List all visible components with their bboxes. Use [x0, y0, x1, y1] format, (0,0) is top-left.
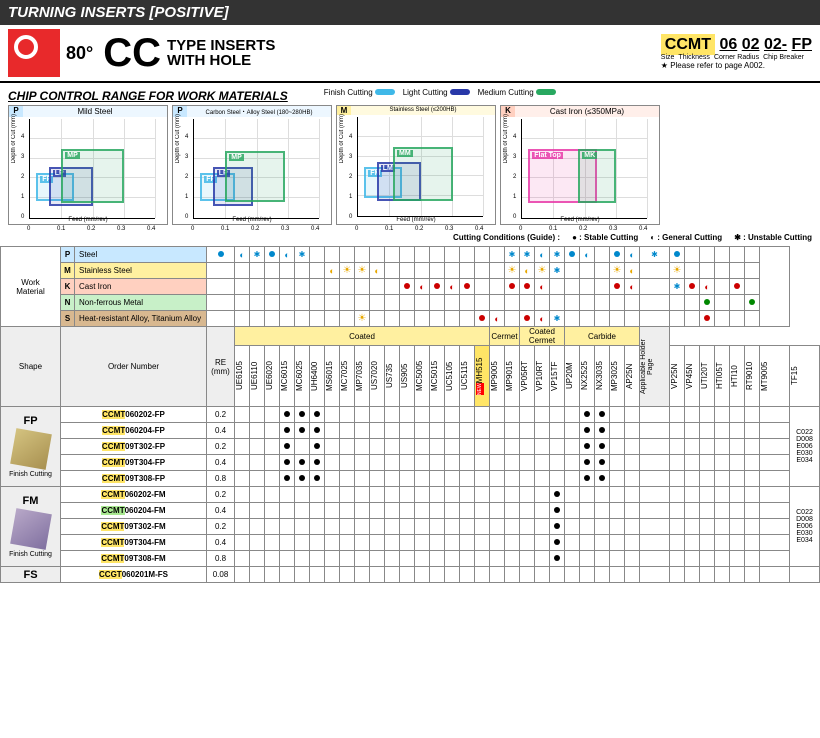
table-row: CCMT060204-FM0.4 — [1, 503, 820, 519]
order-number: CCMT060204-FP — [61, 423, 207, 439]
table-row: FPFinish CuttingCCMT060202-FP0.2C022D008… — [1, 407, 820, 423]
order-number: CCMT09T304-FP — [61, 455, 207, 471]
page-header: TURNING INSERTS [POSITIVE] — [0, 0, 820, 25]
table-row: CCMT09T308-FP0.8 — [1, 471, 820, 487]
insert-shape-icon — [10, 428, 52, 470]
order-number: CCMT09T302-FM — [61, 519, 207, 535]
order-number: CCMT060204-FM — [61, 503, 207, 519]
type-text: TYPE INSERTS WITH HOLE — [167, 38, 275, 68]
code-box: CCMT 06 02 02- FP SizeThicknessCorner Ra… — [661, 36, 812, 70]
order-number: CCMT060202-FP — [61, 407, 207, 423]
chip-control-title: CHIP CONTROL RANGE FOR WORK MATERIALS — [0, 83, 296, 105]
chart-P: PCarbon Steel・Alloy Steel (180~280HB) De… — [172, 105, 332, 225]
chart-P: PMild Steel Depth of Cut (mm)01234 FPLPM… — [8, 105, 168, 225]
order-number: CCMT09T302-FP — [61, 439, 207, 455]
table-row: CCMT09T302-FM0.2 — [1, 519, 820, 535]
cc-label: CC — [103, 31, 161, 76]
logo-icon — [8, 29, 60, 77]
conditions-legend: Cutting Conditions (Guide) : ● : Stable … — [0, 233, 820, 246]
insert-table: WorkMaterialPSteel◐✱◐✱✱✱◐✱◐◐✱MStainless … — [0, 246, 820, 583]
order-number: CCMT09T308-FM — [61, 551, 207, 567]
chart-M: MStainless Steel (≤200HB) Depth of Cut (… — [336, 105, 496, 225]
order-number: CCMT09T304-FM — [61, 535, 207, 551]
table-row: CCMT09T304-FP0.4 — [1, 455, 820, 471]
chart-K: KCast Iron (≤350MPa) Depth of Cut (mm)01… — [500, 105, 660, 225]
angle-label: 80° — [66, 43, 93, 64]
shape-header: Shape — [1, 327, 61, 407]
chart-legend: Finish Cutting Light Cutting Medium Cutt… — [316, 88, 564, 101]
table-row: CCMT09T304-FM0.4 — [1, 535, 820, 551]
chip-charts: PMild Steel Depth of Cut (mm)01234 FPLPM… — [0, 105, 820, 233]
order-number: CCMT09T308-FP — [61, 471, 207, 487]
work-material-label: WorkMaterial — [1, 247, 61, 327]
order-header: Order Number — [61, 327, 207, 407]
order-number: CCMT060202-FM — [61, 487, 207, 503]
insert-shape-icon — [10, 508, 52, 550]
table-row: CCMT09T302-FP0.2 — [1, 439, 820, 455]
table-row: CCMT09T308-FM0.8 — [1, 551, 820, 567]
table-row: FMFinish CuttingCCMT060202-FM0.2C022D008… — [1, 487, 820, 503]
title-row: 80° CC TYPE INSERTS WITH HOLE CCMT 06 02… — [0, 25, 820, 83]
finish-swatch — [375, 89, 395, 95]
table-row: CCMT060204-FP0.4 — [1, 423, 820, 439]
